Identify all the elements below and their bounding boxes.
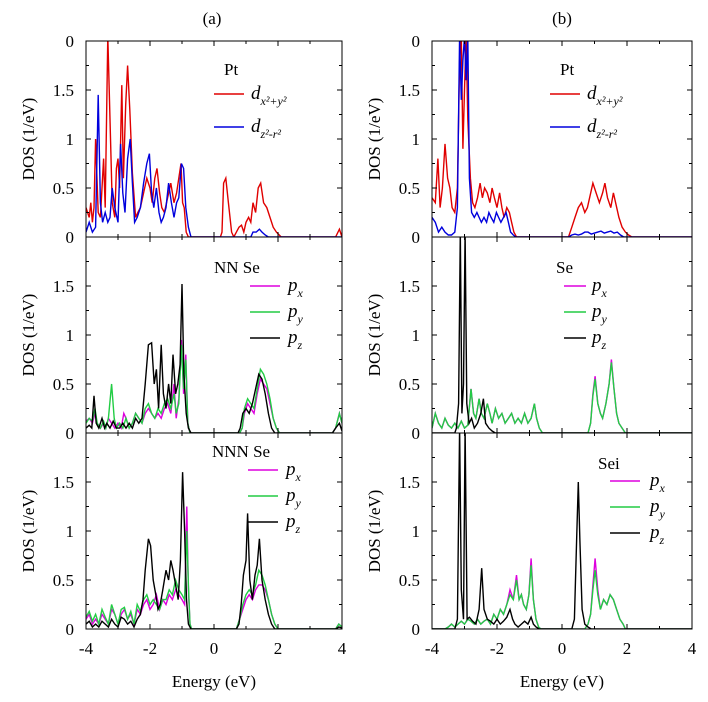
chart-title: (b) (552, 9, 572, 28)
panel-frame (85, 432, 343, 630)
chart-a: (a) 0 0.5 1 1.5 0 DOS (1/eV) Pt dx²+y² dz²-r² 0 0.5… (19, 9, 347, 691)
y-tick-label: 0.5 (53, 571, 74, 590)
y-tick-label: 1 (66, 130, 75, 149)
panel-1: 0 0.5 1 1.5 0 DOS (1/eV) Pt dx²+y² dz²-r² (365, 32, 693, 247)
y-tick-label: 0.5 (53, 179, 74, 198)
legend-label: pz (286, 327, 303, 352)
series-line-py (86, 344, 342, 433)
y-tick-label: 0 (66, 620, 75, 639)
y-axis-label: DOS (1/eV) (365, 98, 384, 181)
x-tick-label: 0 (210, 639, 219, 658)
series-line-py (432, 565, 692, 629)
x-tick-label: 4 (688, 639, 697, 658)
series-line-pz (86, 283, 342, 433)
x-tick-label: -2 (143, 639, 157, 658)
y-axis-label: DOS (1/eV) (365, 294, 384, 377)
x-tick-label: -4 (79, 639, 94, 658)
series-line-pz (432, 433, 692, 629)
legend-label: dz²-r² (251, 116, 281, 141)
x-axis-label: Energy (eV) (172, 672, 256, 691)
y-tick-label: 0.5 (399, 179, 420, 198)
y-tick-label: 0.5 (399, 571, 420, 590)
x-tick-label: 0 (558, 639, 567, 658)
y-tick-label: 1 (412, 522, 421, 541)
x-tick-label: 2 (623, 639, 632, 658)
legend-title: NNN Se (212, 442, 270, 461)
y-tick-label: 0 (66, 424, 75, 443)
series-line-dz2r2 (432, 41, 692, 237)
legend-label: dx²+y² (587, 83, 623, 108)
series-line-px (86, 339, 342, 433)
series-line-pz (432, 237, 692, 433)
y-tick-label: 1.5 (53, 473, 74, 492)
legend-title: Se (556, 258, 573, 277)
x-tick-label: -2 (490, 639, 504, 658)
legend-label: px (284, 459, 302, 484)
y-tick-label: 0 (412, 32, 421, 51)
series-line-px (86, 506, 342, 629)
y-tick-label: 1 (66, 522, 75, 541)
legend-title: Sei (598, 454, 620, 473)
legend-label: py (590, 301, 608, 326)
series-line-pz (86, 472, 342, 629)
y-tick-label: 1 (66, 326, 75, 345)
y-tick-label: 1 (412, 326, 421, 345)
series-line-py (86, 530, 342, 629)
legend-label: dz²-r² (587, 116, 617, 141)
legend-label: dx²+y² (251, 83, 287, 108)
y-tick-label: 0 (66, 32, 75, 51)
y-tick-label: 1.5 (53, 277, 74, 296)
y-tick-label: 1.5 (399, 277, 420, 296)
series-line-py (432, 362, 692, 433)
y-tick-label: 0 (66, 228, 75, 247)
legend-label: py (648, 496, 666, 521)
x-tick-label: -4 (425, 639, 440, 658)
y-tick-label: 0 (412, 424, 421, 443)
legend-label: py (286, 301, 304, 326)
y-tick-label: 1 (412, 130, 421, 149)
legend-title: Pt (560, 60, 574, 79)
y-tick-label: 0 (412, 228, 421, 247)
y-tick-label: 0.5 (53, 375, 74, 394)
y-axis-label: DOS (1/eV) (19, 98, 38, 181)
legend-label: pz (284, 511, 301, 536)
chart-b: (b) 0 0.5 1 1.5 0 DOS (1/eV) Pt dx²+y² dz²-r² 0 0.5… (365, 9, 697, 691)
y-tick-label: 1.5 (53, 81, 74, 100)
legend-label: pz (590, 327, 607, 352)
legend-label: py (284, 485, 302, 510)
y-axis-label: DOS (1/eV) (19, 490, 38, 573)
legend-label: px (286, 275, 304, 300)
panel-1: 0 0.5 1 1.5 0 DOS (1/eV) Pt dx²+y² dz²-r² (19, 32, 343, 247)
legend-title: Pt (224, 60, 238, 79)
legend-label: px (590, 275, 608, 300)
y-tick-label: 0.5 (399, 375, 420, 394)
chart-title: (a) (203, 9, 222, 28)
y-tick-label: 1.5 (399, 81, 420, 100)
x-tick-label: 4 (338, 639, 347, 658)
y-axis-label: DOS (1/eV) (19, 294, 38, 377)
y-axis-label: DOS (1/eV) (365, 490, 384, 573)
x-tick-label: 2 (274, 639, 283, 658)
y-tick-label: 0 (412, 620, 421, 639)
legend-title: NN Se (214, 258, 260, 277)
x-axis-label: Energy (eV) (520, 672, 604, 691)
y-tick-label: 1.5 (399, 473, 420, 492)
legend-label: px (648, 470, 666, 495)
legend-label: pz (648, 522, 665, 547)
series-line-dz2r2 (86, 94, 342, 237)
